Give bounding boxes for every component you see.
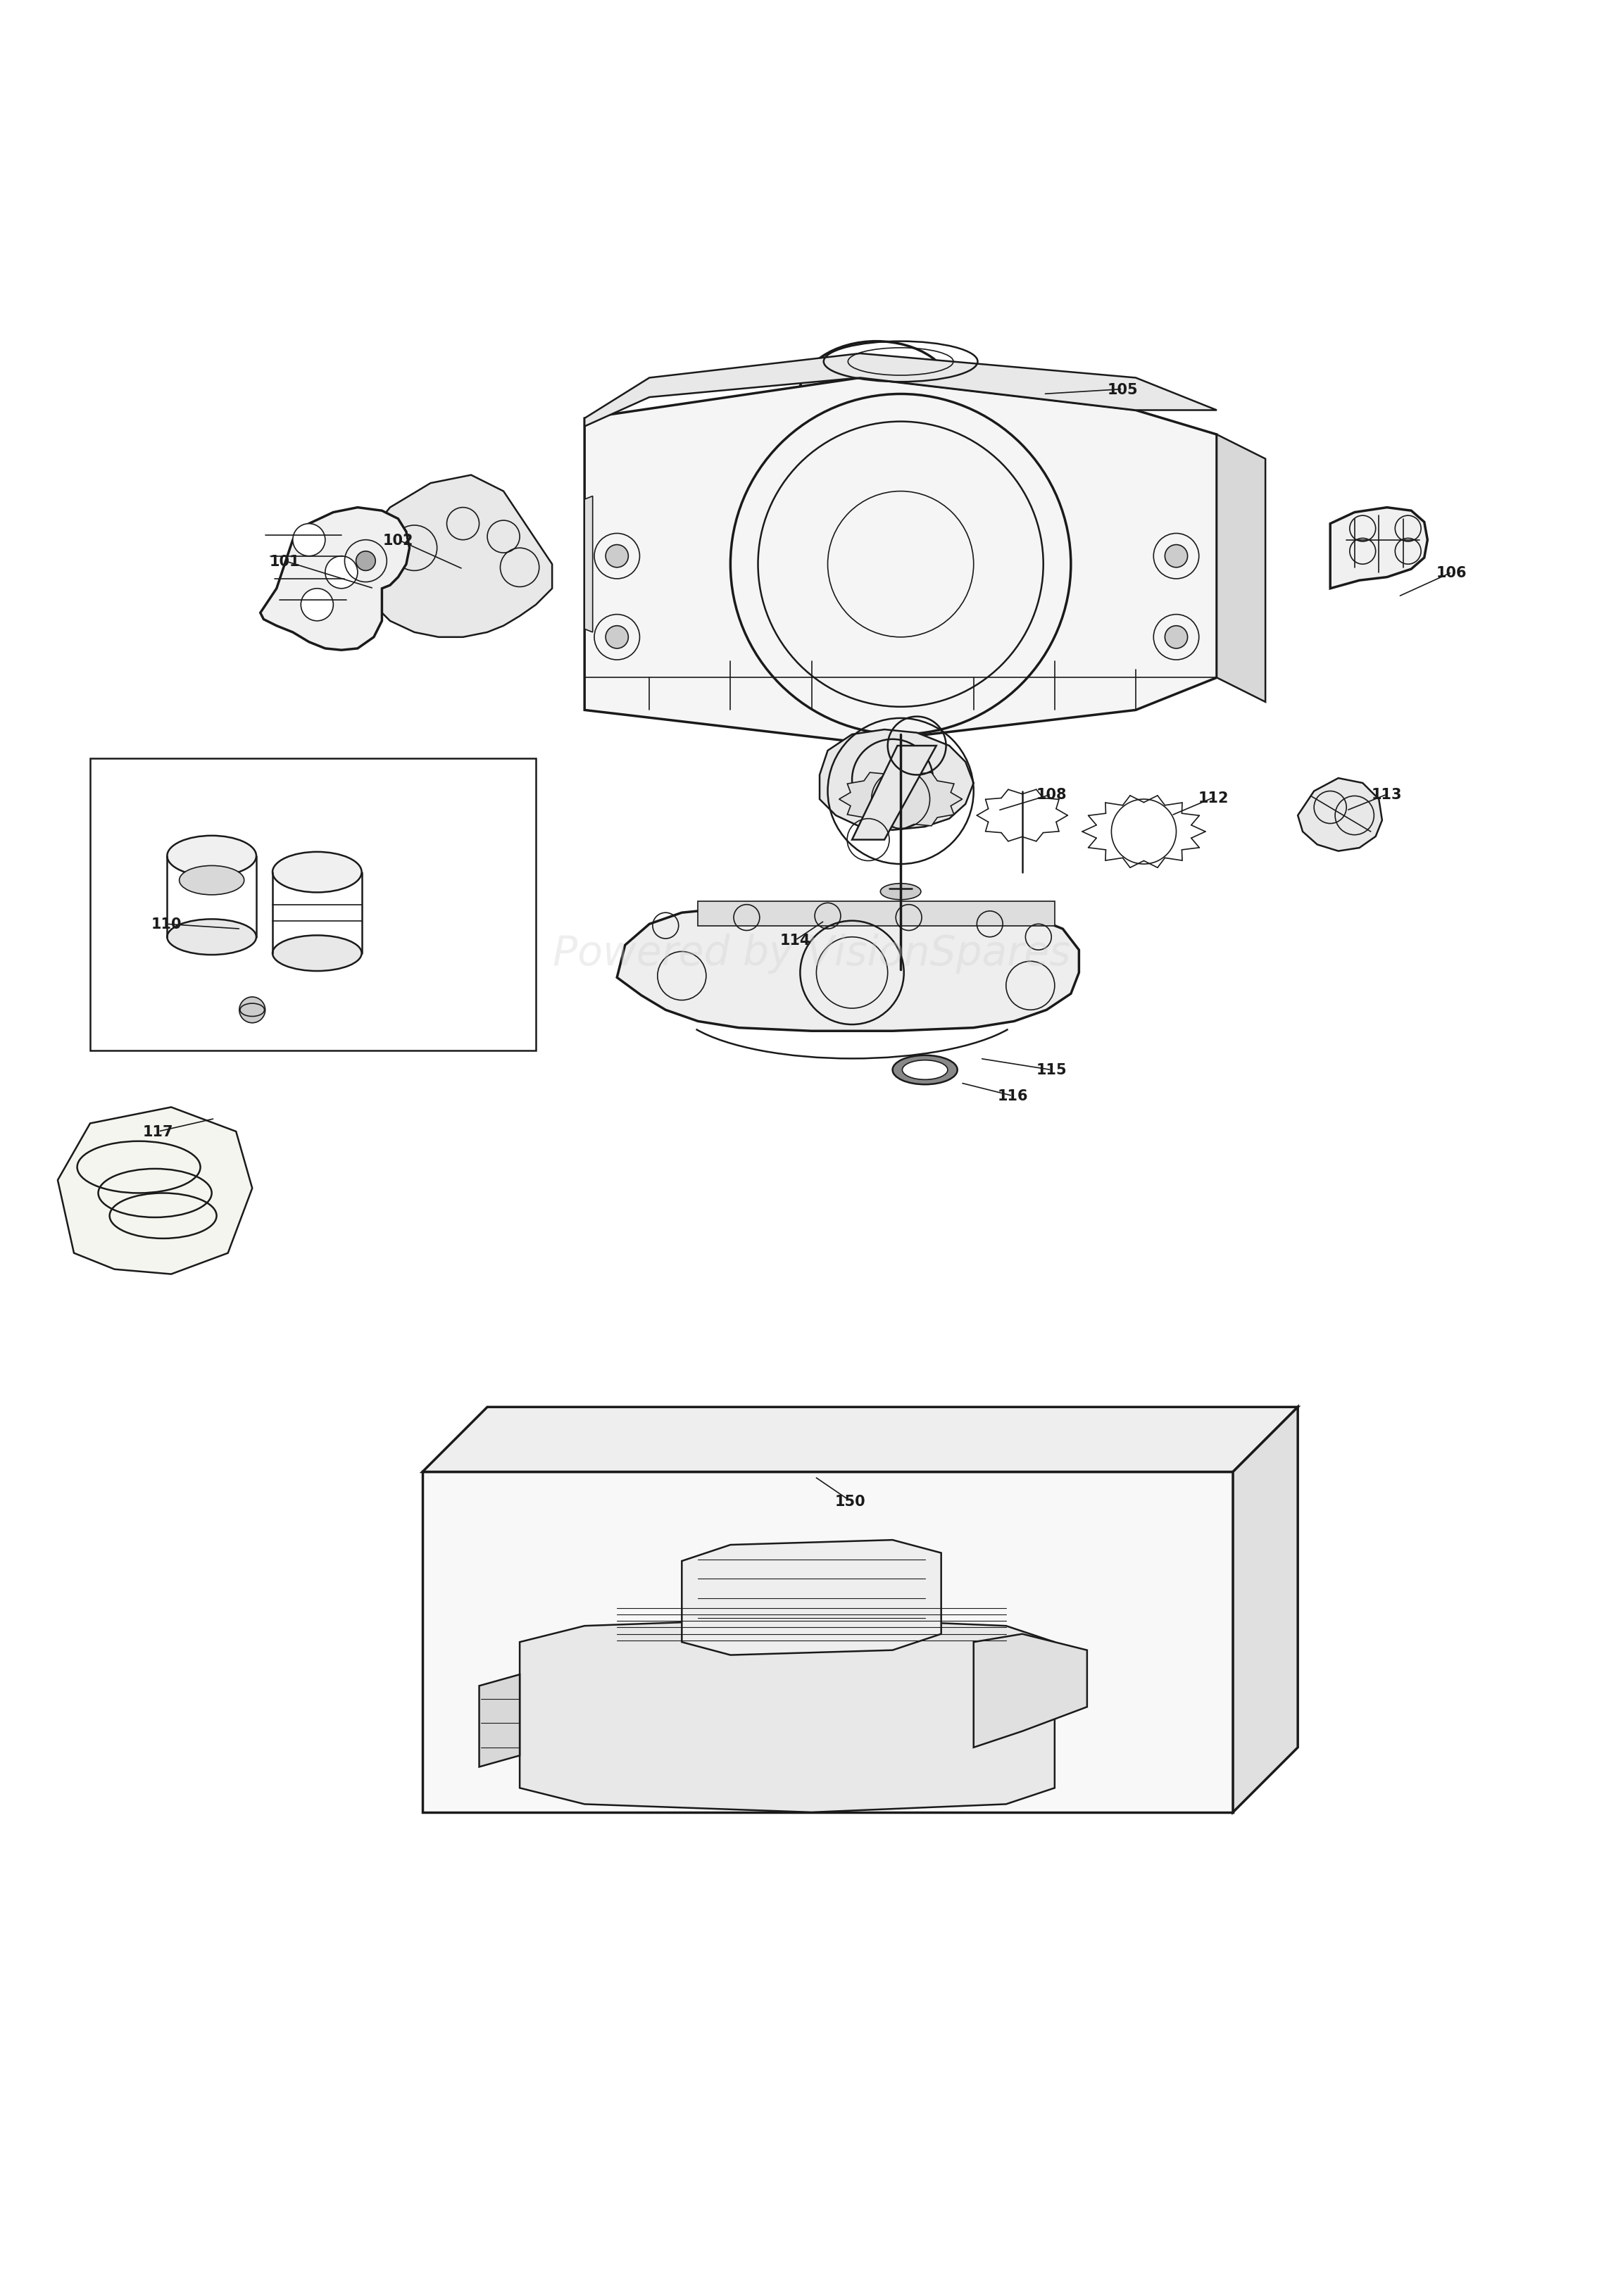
- Polygon shape: [1298, 778, 1383, 852]
- Polygon shape: [839, 769, 962, 831]
- Polygon shape: [1331, 507, 1428, 590]
- Bar: [91, 760, 536, 1052]
- Circle shape: [1165, 544, 1188, 567]
- Polygon shape: [479, 1674, 519, 1768]
- Text: 114: 114: [781, 934, 810, 948]
- Text: Powered by VisionSpares: Powered by VisionSpares: [552, 934, 1071, 974]
- Text: 115: 115: [1035, 1063, 1066, 1077]
- Polygon shape: [584, 379, 1217, 744]
- Polygon shape: [974, 1635, 1087, 1747]
- Polygon shape: [519, 1619, 1055, 1812]
- Ellipse shape: [273, 852, 362, 893]
- Ellipse shape: [273, 937, 362, 971]
- Circle shape: [605, 544, 628, 567]
- Circle shape: [605, 627, 628, 650]
- Text: 150: 150: [836, 1495, 865, 1508]
- Circle shape: [300, 590, 333, 622]
- Text: 117: 117: [143, 1125, 174, 1139]
- Text: 108: 108: [1035, 788, 1066, 801]
- Polygon shape: [852, 746, 936, 840]
- Ellipse shape: [893, 1056, 958, 1084]
- Polygon shape: [422, 1407, 1298, 1472]
- Polygon shape: [260, 507, 409, 650]
- Ellipse shape: [902, 1061, 948, 1079]
- Circle shape: [292, 523, 325, 556]
- Text: 102: 102: [383, 533, 414, 546]
- Text: 113: 113: [1371, 788, 1402, 801]
- Ellipse shape: [880, 884, 920, 900]
- Text: 106: 106: [1436, 565, 1467, 581]
- Text: 101: 101: [269, 553, 300, 569]
- Ellipse shape: [859, 383, 894, 406]
- Text: 105: 105: [1107, 383, 1138, 397]
- Circle shape: [325, 556, 357, 590]
- Polygon shape: [584, 496, 592, 634]
- Polygon shape: [349, 475, 552, 638]
- Ellipse shape: [179, 866, 243, 895]
- Ellipse shape: [844, 372, 909, 416]
- Text: 116: 116: [997, 1088, 1027, 1102]
- Text: 110: 110: [151, 918, 182, 932]
- Circle shape: [355, 551, 375, 572]
- Polygon shape: [1233, 1407, 1298, 1812]
- Bar: [698, 902, 1055, 925]
- Circle shape: [1165, 627, 1188, 650]
- Polygon shape: [820, 730, 974, 831]
- Polygon shape: [1217, 434, 1266, 703]
- Polygon shape: [422, 1472, 1233, 1812]
- Ellipse shape: [167, 836, 256, 877]
- Circle shape: [239, 996, 265, 1024]
- Polygon shape: [584, 354, 1217, 427]
- Ellipse shape: [167, 918, 256, 955]
- Text: 112: 112: [1198, 790, 1229, 806]
- Polygon shape: [58, 1107, 252, 1274]
- Polygon shape: [682, 1541, 941, 1655]
- Polygon shape: [617, 905, 1079, 1031]
